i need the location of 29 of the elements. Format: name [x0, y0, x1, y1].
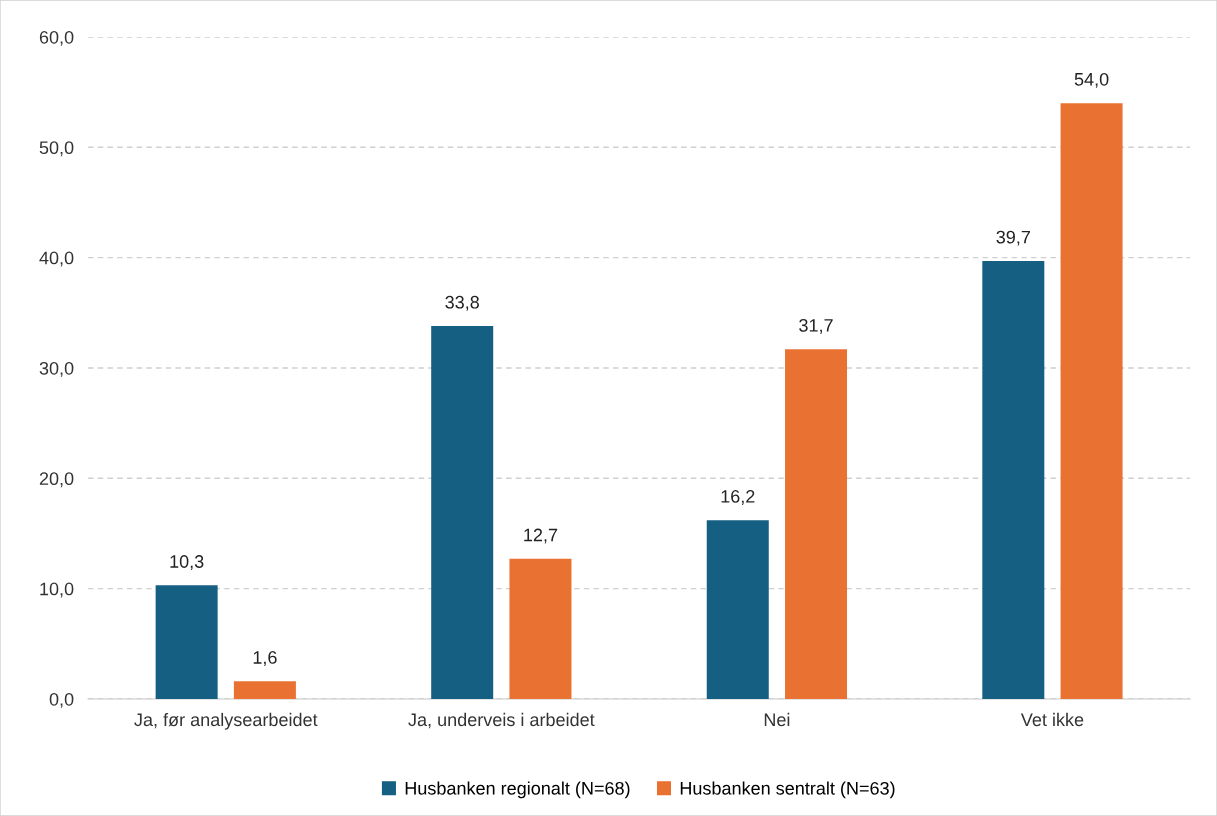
x-tick-label: Nei	[764, 712, 790, 727]
data-label: 12,7	[524, 528, 558, 544]
y-tick-label: 40,0	[39, 251, 74, 267]
bar	[509, 558, 572, 699]
bar	[233, 681, 296, 699]
data-label: 16,2	[721, 490, 755, 505]
bar	[155, 585, 218, 699]
data-label: 31,7	[799, 318, 833, 334]
y-tick-label: 60,0	[39, 30, 74, 46]
data-label: 33,8	[445, 295, 479, 311]
y-tick-label: 30,0	[39, 361, 74, 377]
y-tick-label: 10,0	[40, 582, 74, 598]
data-label: 10,3	[170, 555, 204, 571]
x-tick-label: Vet ikke	[1020, 712, 1084, 727]
bar	[1060, 103, 1123, 699]
data-label: 54,0	[1074, 72, 1109, 88]
legend-label: Husbanken sentralt (N=63)	[680, 781, 895, 799]
bar	[706, 520, 769, 699]
y-tick-label: 0,0	[49, 692, 74, 708]
y-tick-label: 20,0	[39, 472, 74, 488]
legend-label: Husbanken regionalt (N=68)	[405, 781, 630, 799]
data-label: 1,6	[253, 651, 277, 667]
data-label: 39,7	[996, 230, 1030, 246]
bar	[982, 260, 1045, 699]
bar	[431, 326, 494, 699]
bar	[785, 349, 848, 699]
x-tick-label: Ja, underveis i arbeidet	[408, 712, 595, 729]
y-tick-label: 50,0	[39, 141, 74, 157]
x-tick-label: Ja, før analysearbeidet	[134, 712, 318, 730]
